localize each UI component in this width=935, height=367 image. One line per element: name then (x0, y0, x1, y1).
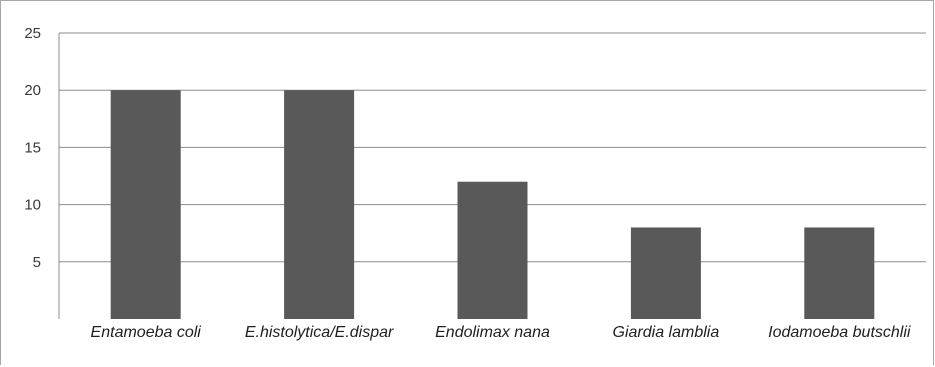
bar-2 (457, 181, 528, 319)
x-tick-label: Entamoeba coli (91, 324, 202, 341)
y-tick-label: 25 (24, 25, 41, 42)
x-tick-label: Giardia lamblia (613, 324, 720, 341)
bar-1 (284, 90, 355, 319)
x-tick-label: E.histolytica/E.dispar (245, 324, 394, 341)
x-tick-label: Endolimax nana (435, 324, 550, 341)
bar-0 (110, 90, 181, 319)
bar-4 (804, 227, 875, 319)
y-tick-label: 20 (24, 82, 41, 99)
y-tick-label: 5 (33, 254, 41, 271)
y-tick-label: 15 (24, 139, 41, 156)
gridlines (59, 32, 926, 263)
x-tick-label: Iodamoeba butschlii (768, 324, 911, 341)
bars (110, 90, 875, 319)
x-tick-labels: Entamoeba coli E.histolytica/E.dispar Endo… (91, 324, 911, 341)
y-tick-labels: 5 10 15 20 25 (24, 25, 41, 271)
bar-3 (630, 227, 701, 319)
y-tick-label: 10 (24, 197, 41, 214)
